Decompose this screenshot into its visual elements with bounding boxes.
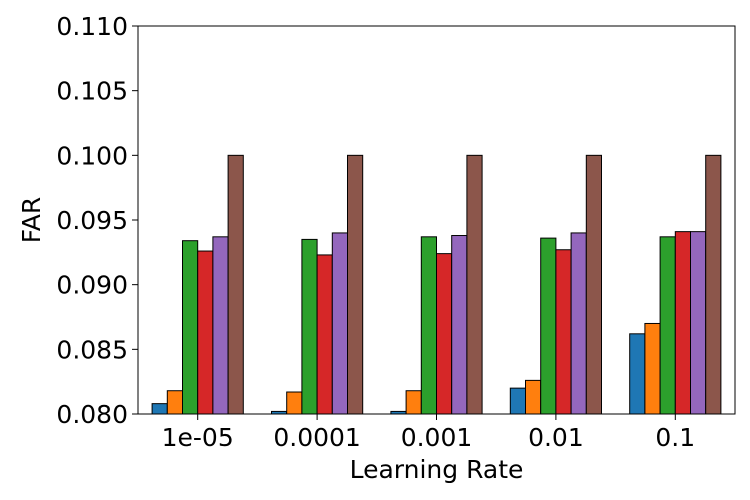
- bar-series-4-0.0001: [316, 254, 333, 415]
- bar-series-6-0.01: [585, 154, 602, 415]
- bar-series-2-0.0001: [286, 391, 303, 415]
- bar-series-4-0.01: [555, 249, 572, 415]
- y-tick-label: 0.085: [56, 335, 128, 364]
- y-tick-label: 0.080: [56, 400, 128, 429]
- y-tick-label: 0.090: [56, 271, 128, 300]
- bar-series-6-0.001: [466, 154, 483, 415]
- bar-series-3-0.1: [659, 236, 676, 415]
- bar-series-5-0.0001: [331, 232, 348, 415]
- bar-series-3-0.001: [420, 236, 437, 415]
- bar-series-1-0.01: [509, 387, 526, 415]
- bar-series-3-0.01: [540, 237, 557, 415]
- x-tick-label: 1e-05: [162, 423, 234, 452]
- bar-series-4-0.1: [674, 231, 691, 415]
- y-tick-label: 0.105: [56, 77, 128, 106]
- x-axis: 1e-05 0.0001 0.001 0.01 0.1: [162, 414, 695, 452]
- bar-series-3-0.0001: [301, 238, 318, 415]
- bar-series-2-1e-05: [166, 390, 184, 415]
- y-axis: 0.080 0.085 0.090 0.095 0.100 0.105 0.110: [56, 12, 138, 429]
- bar-series-2-0.001: [405, 390, 422, 415]
- y-axis-title: FAR: [17, 197, 46, 244]
- bar-series-1-0.1: [629, 333, 646, 415]
- x-axis-title: Learning Rate: [350, 455, 524, 484]
- bar-series-6-0.1: [705, 154, 722, 415]
- x-tick-label: 0.0001: [273, 423, 360, 452]
- y-tick-label: 0.100: [56, 141, 128, 170]
- bar-series-4-1e-05: [197, 250, 214, 415]
- bar-series-5-0.001: [451, 235, 468, 415]
- bar-series-2-0.1: [644, 322, 661, 415]
- bar-series-1-1e-05: [151, 403, 168, 415]
- bar-series-6-0.0001: [347, 154, 364, 415]
- bars-layer: [151, 154, 722, 415]
- x-tick-label: 0.1: [655, 423, 695, 452]
- bar-series-5-0.1: [690, 231, 707, 415]
- bar-series-6-1e-05: [227, 154, 244, 415]
- y-tick-label: 0.095: [56, 206, 128, 235]
- bar-series-2-0.01: [525, 379, 542, 415]
- bar-series-3-1e-05: [182, 240, 199, 415]
- bar-series-5-0.01: [570, 232, 587, 415]
- bar-series-5-1e-05: [212, 236, 229, 415]
- x-tick-label: 0.001: [401, 423, 473, 452]
- y-tick-label: 0.110: [56, 12, 128, 41]
- x-tick-label: 0.01: [528, 423, 584, 452]
- bar-series-4-0.001: [436, 253, 453, 415]
